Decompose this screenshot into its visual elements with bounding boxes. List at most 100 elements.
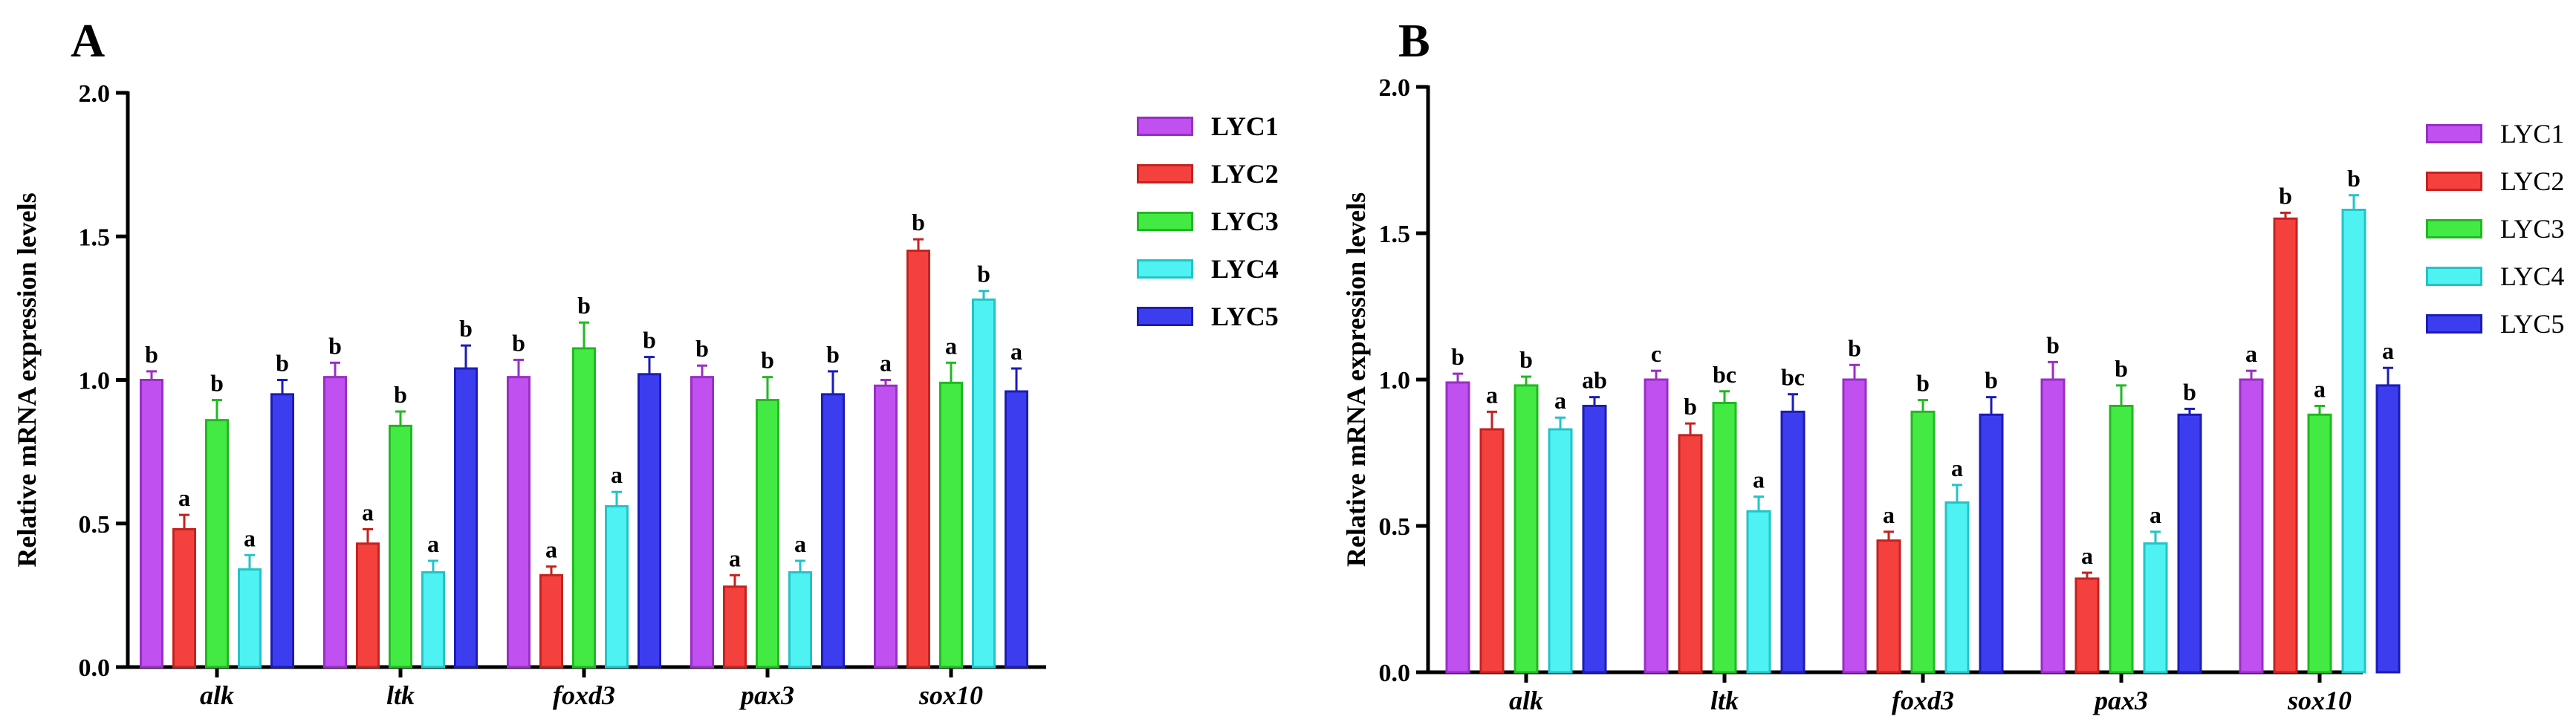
bar-lyc2-foxd3 (539, 573, 563, 669)
significance-label: a (178, 484, 190, 511)
bar-lyc4-sox10 (972, 298, 996, 669)
category-label: sox10 (918, 680, 983, 710)
significance-label: a (2245, 340, 2257, 367)
legend-item-lyc2: LYC2 (2426, 157, 2564, 205)
bar-lyc1-foxd3 (1842, 378, 1867, 674)
bar-lyc5-sox10 (2375, 384, 2401, 674)
bar-lyc3-foxd3 (572, 347, 596, 669)
bar-lyc3-alk (205, 419, 229, 669)
legend-label: LYC5 (1211, 302, 1279, 331)
significance-label: b (1519, 346, 1533, 373)
legend-swatch (2426, 314, 2482, 334)
bar-lyc4-pax3 (788, 570, 812, 669)
significance-label: a (2150, 501, 2161, 528)
y-axis-title: Relative mRNA expression levels (1341, 192, 1371, 567)
legend-label: LYC1 (2500, 119, 2565, 149)
significance-label: ab (1582, 367, 1607, 394)
significance-label: b (643, 327, 656, 354)
bar-lyc2-sox10 (906, 250, 930, 669)
bar-lyc5-pax3 (821, 393, 845, 669)
significance-label: b (1848, 334, 1861, 361)
category-label: foxd3 (553, 680, 615, 710)
y-tick-label: 1.5 (1379, 221, 1411, 248)
y-tick-label: 2.0 (1379, 74, 1411, 102)
significance-label: b (1451, 343, 1464, 370)
category-label: alk (1509, 686, 1543, 715)
y-tick-label: 2.0 (79, 80, 111, 108)
bar-chart-b: Relative mRNA expression levels 0.0 0.5 1.0… (1341, 74, 2401, 715)
significance-label: a (427, 530, 439, 557)
significance-label: b (826, 341, 840, 368)
legend-label: LYC4 (1211, 254, 1279, 284)
legend-swatch (2426, 124, 2482, 143)
significance-label: a (729, 544, 741, 571)
significance-label: b (210, 370, 224, 397)
bar-lyc5-alk (270, 393, 294, 669)
legend-item-lyc2: LYC2 (1137, 150, 1279, 198)
legend-item-lyc3: LYC3 (2426, 205, 2564, 253)
y-tick-label: 1.0 (79, 368, 111, 395)
legend-item-lyc5: LYC5 (1137, 293, 1279, 340)
bar-lyc2-foxd3 (1876, 539, 1901, 674)
bar-lyc5-sox10 (1005, 390, 1028, 669)
bar-lyc4-ltk (421, 570, 445, 669)
significance-label: a (611, 461, 623, 488)
significance-label: bc (1781, 364, 1805, 391)
bar-lyc3-sox10 (939, 381, 963, 669)
bar-lyc1-alk (140, 379, 163, 669)
legend-label: LYC3 (2500, 214, 2565, 244)
legend-item-lyc5: LYC5 (2426, 300, 2564, 348)
significance-label: a (794, 530, 806, 557)
chart-panel-a: A Relative mRNA expression levels 0.0 0.5 1… (12, 14, 1279, 710)
chart-panel-b: B Relative mRNA expression levels 0.0 0.5 1… (1323, 0, 2576, 725)
significance-label: a (880, 350, 892, 377)
legend-a: LYC1 LYC2 LYC3 LYC4 LYC5 (1137, 103, 1279, 340)
bar-lyc2-pax3 (723, 585, 747, 669)
panel-letter-a: A (71, 14, 106, 67)
legend-swatch (2426, 267, 2482, 286)
bar-lyc4-alk (238, 568, 262, 669)
bar-lyc1-pax3 (2040, 378, 2066, 674)
bar-lyc5-ltk (1780, 410, 1806, 674)
significance-label: c (1651, 340, 1661, 367)
bar-lyc1-ltk (1644, 378, 1669, 674)
significance-label: b (512, 329, 525, 356)
significance-label: a (1951, 455, 1963, 481)
bar-lyc5-foxd3 (637, 373, 661, 669)
bar-lyc1-pax3 (690, 376, 714, 669)
bar-lyc2-alk (172, 527, 196, 669)
y-tick-label: 0.5 (1379, 513, 1411, 541)
significance-label: b (2279, 182, 2292, 209)
category-label: pax3 (739, 680, 794, 710)
significance-label: b (276, 350, 289, 377)
bar-lyc3-ltk (1712, 402, 1737, 674)
significance-label: a (1010, 338, 1022, 365)
bar-lyc4-pax3 (2143, 542, 2168, 674)
significance-label: a (2081, 542, 2093, 569)
bar-lyc2-pax3 (2074, 577, 2100, 674)
significance-label: b (1985, 367, 1998, 394)
significance-label: b (328, 332, 342, 359)
bar-lyc5-pax3 (2177, 413, 2202, 674)
y-tick-label: 0.0 (79, 654, 111, 682)
bar-lyc5-ltk (454, 367, 478, 669)
significance-label: b (761, 347, 774, 374)
category-label: sox10 (2287, 686, 2352, 715)
significance-label: b (459, 315, 473, 342)
panel-letter-b: B (1398, 14, 1430, 67)
significance-label: b (2183, 378, 2196, 405)
legend-item-lyc4: LYC4 (1137, 245, 1279, 293)
legend-label: LYC4 (2500, 261, 2565, 291)
significance-label: a (545, 536, 557, 563)
legend-item-lyc1: LYC1 (1137, 103, 1279, 150)
legend-label: LYC3 (1211, 207, 1279, 236)
significance-label: b (1684, 393, 1697, 420)
legend-swatch (1137, 117, 1193, 136)
category-label: foxd3 (1892, 686, 1954, 715)
legend-label: LYC5 (2500, 309, 2565, 339)
significance-label: a (1486, 381, 1498, 408)
significance-label: a (2314, 375, 2326, 402)
significance-label: b (912, 209, 925, 235)
bar-lyc2-sox10 (2273, 217, 2298, 674)
bar-lyc2-ltk (1678, 434, 1703, 674)
